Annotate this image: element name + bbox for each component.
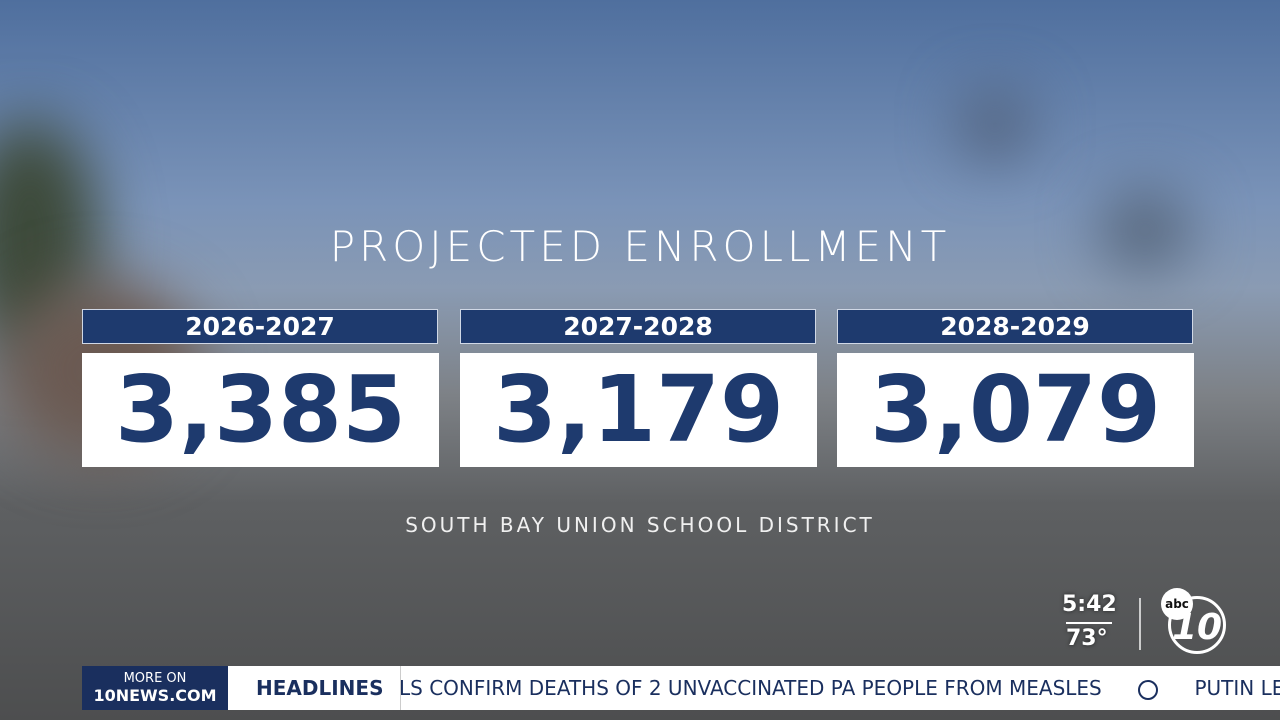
palm-blur (960, 90, 1030, 160)
logo: 10 (1168, 596, 1226, 654)
card-value: 3,079 (837, 353, 1194, 467)
bug-time: 5:42 (1062, 592, 1117, 617)
bug-divider (1066, 622, 1112, 624)
graphic-title: PROJECTED ENROLLMENT (329, 222, 951, 271)
card-value: 3,385 (82, 353, 439, 467)
ticker-track: LS CONFIRM DEATHS OF 2 UNVACCINATED PA P… (400, 666, 1280, 710)
ticker-separator-logo (1138, 679, 1159, 700)
bug-temp: 73° (1066, 626, 1108, 651)
ticker-item: LS CONFIRM DEATHS OF 2 UNVACCINATED PA P… (400, 676, 1102, 700)
ticker-label: HEADLINES (256, 676, 384, 700)
graphic-source: SOUTH BAY UNION SCHOOL DISTRICT (405, 513, 875, 537)
promo-top: MORE ON (123, 671, 187, 686)
palm-blur (1100, 190, 1190, 270)
ticker-item: PUTIN LET (1194, 676, 1280, 700)
ticker-bar: MORE ON 10NEWS.COM HEADLINES LS CONFIRM … (82, 666, 1280, 710)
card-period: 2027-2028 (460, 309, 816, 344)
promo[interactable]: MORE ON 10NEWS.COM (82, 666, 228, 710)
logo-network: abc (1161, 588, 1193, 620)
card-value: 3,179 (460, 353, 817, 467)
bug-separator (1139, 598, 1141, 650)
card-period: 2026-2027 (82, 309, 438, 344)
card-period: 2028-2029 (837, 309, 1193, 344)
promo-bottom: 10NEWS.COM (93, 686, 217, 705)
